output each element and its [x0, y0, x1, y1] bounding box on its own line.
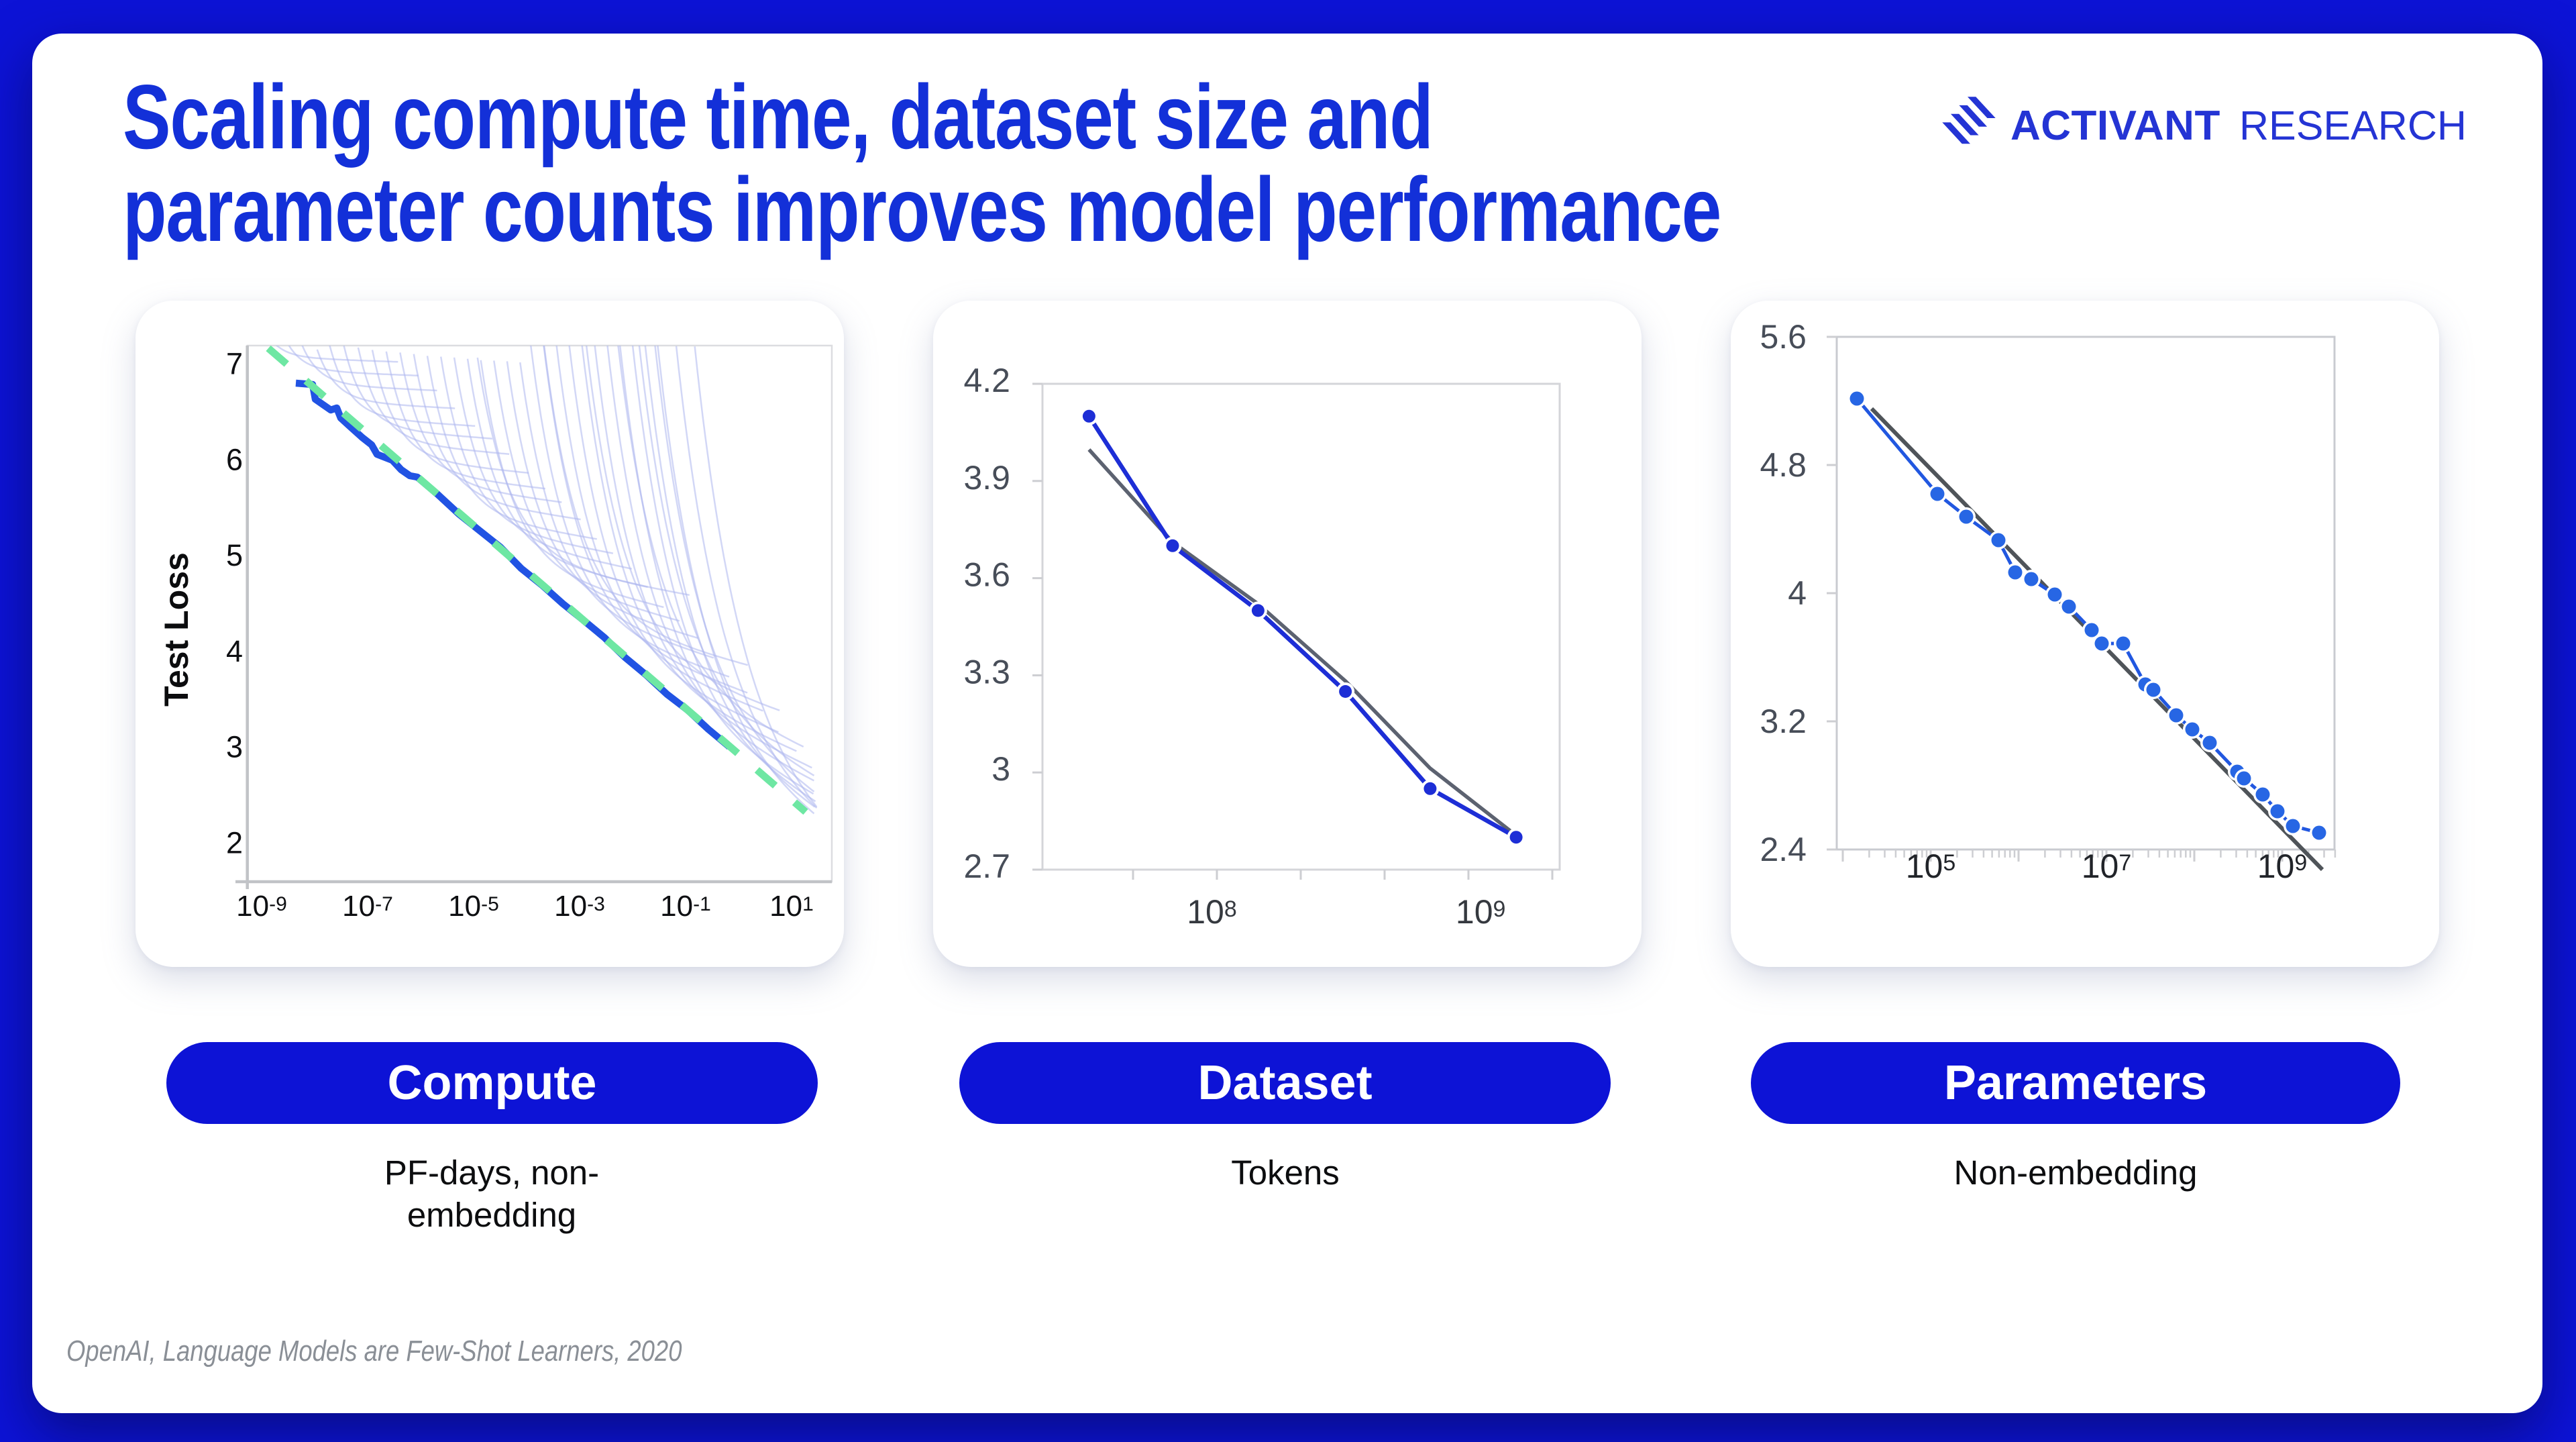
svg-text:5.6: 5.6 [1760, 318, 1807, 356]
svg-text:3.6: 3.6 [963, 556, 1010, 594]
svg-text:101: 101 [769, 890, 814, 923]
svg-text:2.7: 2.7 [963, 847, 1010, 885]
svg-text:2: 2 [226, 826, 243, 860]
svg-text:7: 7 [226, 347, 243, 381]
svg-text:108: 108 [1187, 893, 1237, 931]
svg-text:6: 6 [226, 442, 243, 476]
svg-text:4: 4 [1788, 574, 1807, 612]
svg-text:3.9: 3.9 [963, 459, 1010, 497]
svg-text:109: 109 [2257, 847, 2308, 885]
svg-text:10-7: 10-7 [342, 890, 393, 923]
svg-text:3: 3 [226, 730, 243, 764]
svg-text:4: 4 [226, 634, 243, 668]
svg-text:4.8: 4.8 [1760, 446, 1807, 484]
svg-text:10-9: 10-9 [236, 890, 287, 923]
svg-text:3.3: 3.3 [963, 653, 1010, 690]
svg-text:10-3: 10-3 [554, 890, 605, 923]
svg-text:10-1: 10-1 [660, 890, 711, 923]
svg-text:3: 3 [991, 750, 1010, 788]
svg-text:10-5: 10-5 [448, 890, 499, 923]
svg-text:5: 5 [226, 538, 243, 572]
svg-text:105: 105 [1906, 847, 1956, 885]
svg-text:Test Loss: Test Loss [158, 552, 195, 707]
svg-text:109: 109 [1456, 893, 1506, 931]
svg-text:2.4: 2.4 [1760, 831, 1807, 868]
svg-text:107: 107 [2082, 847, 2132, 885]
svg-text:4.2: 4.2 [963, 362, 1010, 399]
svg-text:3.2: 3.2 [1760, 703, 1807, 740]
